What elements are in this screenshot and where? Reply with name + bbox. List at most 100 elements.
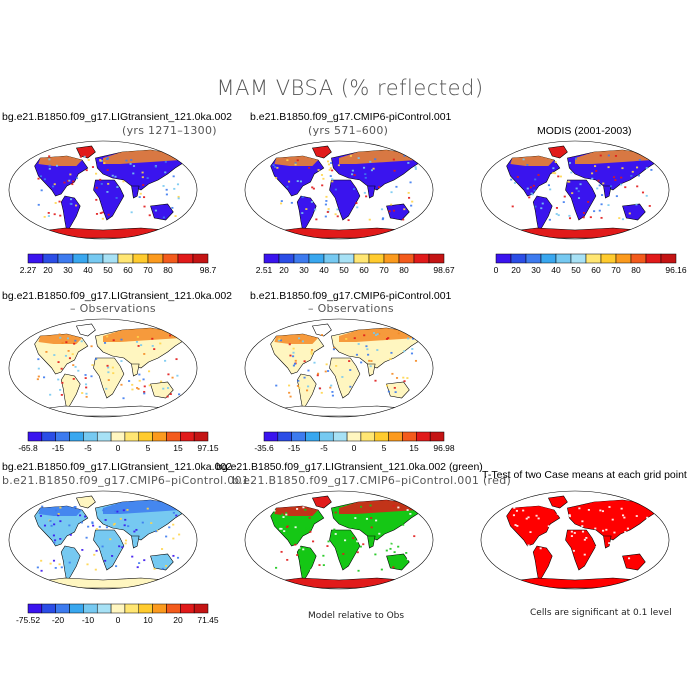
grid-cell xyxy=(334,188,337,191)
grid-cell xyxy=(374,379,377,382)
grid-cell xyxy=(172,537,175,540)
grid-cell xyxy=(640,539,643,542)
continent-eurasia xyxy=(567,149,658,191)
grid-cell xyxy=(127,525,130,528)
grid-cell xyxy=(395,377,399,379)
grid-cell xyxy=(164,171,167,174)
grid-cell xyxy=(624,531,627,533)
grid-cell xyxy=(165,188,168,191)
grid-cell xyxy=(389,547,392,550)
map-border xyxy=(244,140,434,240)
grid-cell xyxy=(364,176,367,179)
grid-cell xyxy=(357,157,360,159)
colorbar-box xyxy=(42,253,59,264)
grid-cell xyxy=(101,545,104,548)
grid-cell xyxy=(577,197,581,200)
grid-cell xyxy=(136,387,139,389)
grid-cell xyxy=(412,549,415,552)
colorbar-box xyxy=(555,253,572,264)
grid-cell xyxy=(560,514,563,517)
ocean xyxy=(480,491,670,589)
grid-cell xyxy=(129,162,132,165)
north-america-high-lat xyxy=(510,506,555,516)
grid-cell xyxy=(555,207,559,209)
grid-cell xyxy=(320,391,323,394)
grid-cell xyxy=(330,162,333,164)
grid-cell xyxy=(67,350,70,352)
colorbar-tick-label: 10 xyxy=(143,615,153,625)
grid-cell xyxy=(320,174,324,176)
eurasia-high-lat xyxy=(103,500,181,514)
grid-cell xyxy=(81,549,84,551)
grid-cell xyxy=(292,355,295,358)
eurasia-high-lat xyxy=(575,150,653,164)
grid-cell xyxy=(58,563,61,566)
grid-cell xyxy=(635,515,638,517)
grid-cell xyxy=(107,213,110,216)
grid-cell xyxy=(331,178,334,181)
grid-cell xyxy=(91,166,95,168)
grid-cell xyxy=(103,342,107,344)
colorbar-box xyxy=(293,253,310,264)
grid-cell xyxy=(160,548,164,550)
map-panel-6 xyxy=(8,490,198,590)
grid-cell xyxy=(328,169,331,171)
grid-cell xyxy=(286,159,289,162)
colorbar-box xyxy=(96,431,112,442)
grid-cell xyxy=(552,167,555,170)
grid-cell xyxy=(356,206,359,209)
grid-cell xyxy=(171,376,174,379)
grid-cell xyxy=(147,370,151,373)
grid-cell xyxy=(175,358,178,361)
grid-cell xyxy=(352,537,355,539)
grid-cell xyxy=(280,202,283,205)
grid-cell xyxy=(285,513,288,516)
grid-cell xyxy=(177,197,180,200)
grid-cell xyxy=(294,163,297,166)
grid-cell xyxy=(176,183,180,186)
colorbar-box xyxy=(96,603,112,614)
colorbar-box xyxy=(630,253,647,264)
grid-cell xyxy=(513,506,516,509)
grid-cell xyxy=(146,177,149,180)
grid-cell xyxy=(526,187,529,190)
grid-cell xyxy=(581,525,584,527)
grid-cell xyxy=(86,563,89,566)
grid-cell xyxy=(355,202,358,204)
colorbar-tick-label: 50 xyxy=(339,265,349,275)
grid-cell xyxy=(385,338,389,340)
colorbar-box xyxy=(177,253,194,264)
grid-cell xyxy=(407,191,410,194)
grid-cell xyxy=(136,566,139,569)
grid-cell xyxy=(69,202,72,205)
continent-northamerica xyxy=(270,505,325,547)
grid-cell xyxy=(90,345,93,348)
grid-cell xyxy=(48,158,51,161)
grid-cell xyxy=(347,219,350,222)
continent-northamerica xyxy=(34,505,89,547)
continent-africa xyxy=(93,357,125,399)
grid-cell xyxy=(151,337,154,340)
grid-cell xyxy=(512,514,516,517)
colorbar-tick-label: -15 xyxy=(288,443,301,453)
grid-cell xyxy=(620,176,623,179)
colorbar-3: 0 20 30 40 50 60 70 80 96.16 xyxy=(494,253,687,275)
grid-cell xyxy=(333,528,336,531)
grid-cell xyxy=(648,547,651,550)
colorbar-tick-label: -75.52 xyxy=(16,615,40,625)
grid-cell xyxy=(613,531,616,534)
grid-cell xyxy=(591,177,594,180)
grid-cell xyxy=(403,154,406,157)
grid-cell xyxy=(570,535,573,537)
grid-cell xyxy=(511,561,514,564)
grid-cell xyxy=(162,387,165,390)
grid-cell xyxy=(87,525,90,528)
grid-cell xyxy=(113,522,116,525)
grid-cell xyxy=(306,389,309,392)
grid-cell xyxy=(529,531,532,533)
panel-1-subtitle: (yrs 1271–1300) xyxy=(122,124,217,137)
grid-cell xyxy=(369,160,372,163)
grid-cell xyxy=(363,191,366,194)
grid-cell xyxy=(298,387,301,390)
grid-cell xyxy=(406,377,409,379)
